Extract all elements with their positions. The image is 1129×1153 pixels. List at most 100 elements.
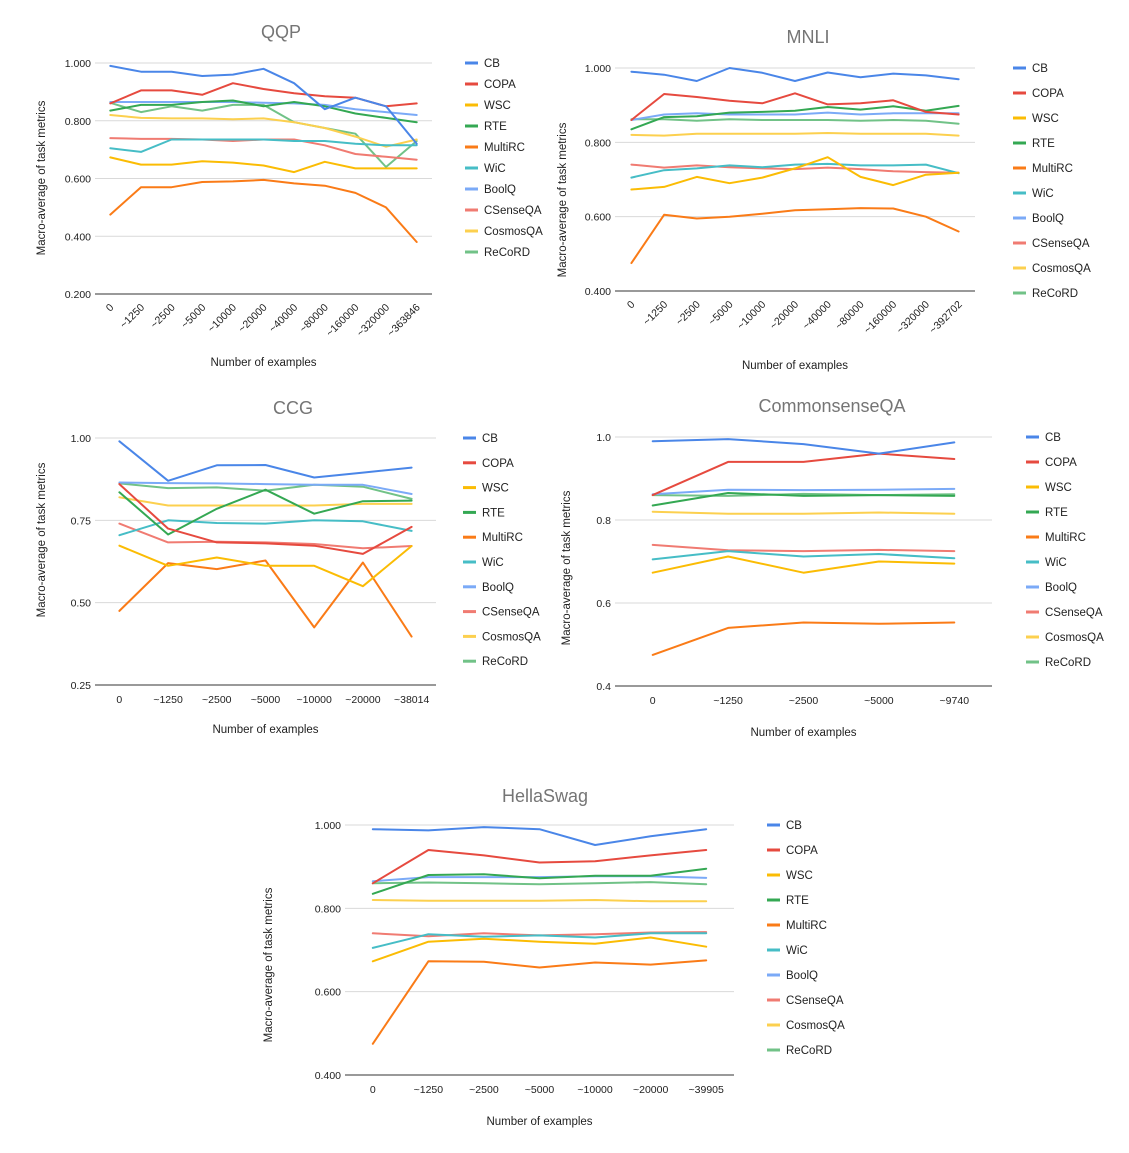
y-tick-label: 0.600 bbox=[585, 212, 611, 224]
y-tick-label: 0.400 bbox=[315, 1070, 341, 1082]
chart-mnli: MNLI 0.400 0.600 0.800 1.000 0 ~1250 ~2500 ~5000… bbox=[557, 0, 1129, 380]
y-tick-label: 0.8 bbox=[596, 515, 611, 527]
series-line-cb bbox=[630, 67, 960, 82]
legend-label-boolq: BoolQ bbox=[482, 582, 514, 594]
x-tick-label: ~1250 bbox=[641, 299, 670, 328]
x-tick-label: ~1250 bbox=[414, 1084, 444, 1096]
chart-commonsenseqa-svg: CommonsenseQA 0.4 0.6 0.8 1.0 0 ~1250 ~2500 ~500… bbox=[561, 396, 1104, 739]
x-axis-label: Number of examples bbox=[742, 360, 848, 372]
x-axis-label: Number of examples bbox=[486, 1116, 592, 1128]
series-line-multirc bbox=[651, 621, 956, 656]
y-axis-label: Macro-average of task metrics bbox=[36, 100, 48, 255]
x-tick-label: ~9740 bbox=[940, 695, 970, 707]
y-tick-label: 0.600 bbox=[315, 987, 341, 999]
legend-label-cb: CB bbox=[786, 820, 802, 832]
x-tick-label: ~2500 bbox=[674, 299, 703, 328]
series-line-multirc bbox=[109, 178, 418, 243]
series-line-cosmosqa bbox=[109, 114, 418, 148]
legend-label-csenseqa: CSenseQA bbox=[484, 205, 542, 217]
chart-title: QQP bbox=[261, 22, 301, 42]
x-tick-label: ~1250 bbox=[153, 694, 183, 706]
legend-label-rte: RTE bbox=[1032, 138, 1055, 150]
chart-ccg: CCG 0.25 0.50 0.75 1.00 0 ~1250 ~2500 ~5000 ~1000… bbox=[0, 390, 560, 750]
y-tick-label: 0.6 bbox=[596, 598, 611, 610]
series-line-cosmosqa bbox=[651, 510, 956, 515]
x-tick-label: ~2500 bbox=[789, 695, 819, 707]
series-line-boolq bbox=[630, 111, 960, 121]
y-tick-label: 1.00 bbox=[71, 433, 92, 445]
legend-label-copa: COPA bbox=[1032, 88, 1064, 100]
chart-commonsenseqa: CommonsenseQA 0.4 0.6 0.8 1.0 0 ~1250 ~2500 ~500… bbox=[560, 390, 1129, 750]
legend-label-wsc: WSC bbox=[786, 870, 813, 882]
x-tick-label: ~2500 bbox=[148, 302, 177, 331]
x-tick-label: 0 bbox=[370, 1084, 376, 1096]
y-tick-label: 1.000 bbox=[315, 820, 341, 832]
legend-label-multirc: MultiRC bbox=[484, 142, 525, 154]
legend-label-cosmosqa: CosmosQA bbox=[1045, 632, 1104, 644]
series-line-cosmosqa bbox=[630, 132, 960, 137]
legend-label-cosmosqa: CosmosQA bbox=[484, 226, 543, 238]
y-tick-label: 0.400 bbox=[65, 231, 91, 243]
series-line-rte bbox=[371, 867, 708, 895]
series-line-wsc bbox=[118, 544, 413, 588]
chart-hellaswag: HellaSwag 0.400 0.600 0.800 1.000 0 ~1250 ~2500… bbox=[260, 775, 870, 1145]
chart-title: HellaSwag bbox=[502, 786, 588, 806]
x-tick-label: ~160000 bbox=[862, 299, 900, 337]
x-tick-label: 0 bbox=[104, 302, 117, 315]
x-tick-label: ~10000 bbox=[577, 1084, 612, 1096]
legend-label-multirc: MultiRC bbox=[786, 920, 827, 932]
legend-label-wsc: WSC bbox=[1045, 482, 1072, 494]
y-tick-label: 0.800 bbox=[585, 137, 611, 149]
legend-label-rte: RTE bbox=[482, 507, 505, 519]
series-line-cb bbox=[371, 826, 708, 846]
y-tick-label: 0.800 bbox=[315, 903, 341, 915]
x-tick-label: ~2500 bbox=[202, 694, 232, 706]
legend-label-boolq: BoolQ bbox=[1045, 582, 1077, 594]
legend-label-wic: WiC bbox=[1045, 557, 1067, 569]
x-tick-label: ~5000 bbox=[179, 302, 208, 331]
legend-label-csenseqa: CSenseQA bbox=[1045, 607, 1103, 619]
series-line-wsc bbox=[371, 936, 708, 963]
series-line-cosmosqa bbox=[118, 496, 413, 507]
chart-hellaswag-svg: HellaSwag 0.400 0.600 0.800 1.000 0 ~1250 ~2500… bbox=[263, 786, 845, 1128]
series-line-copa bbox=[371, 849, 708, 885]
series-line-cb bbox=[118, 440, 413, 482]
legend-label-cosmosqa: CosmosQA bbox=[1032, 263, 1091, 275]
y-axis-label: Macro-average of task metrics bbox=[561, 490, 573, 645]
series-line-boolq bbox=[109, 101, 418, 116]
chart-ccg-svg: CCG 0.25 0.50 0.75 1.00 0 ~1250 ~2500 ~5000 ~1000… bbox=[36, 398, 541, 736]
series-line-wsc bbox=[651, 555, 956, 574]
series-line-multirc bbox=[371, 959, 708, 1045]
x-tick-label: ~1250 bbox=[118, 302, 147, 331]
series-line-rte bbox=[118, 488, 413, 536]
legend-label-cosmosqa: CosmosQA bbox=[786, 1020, 845, 1032]
series-line-multirc bbox=[118, 559, 413, 638]
legend-label-cb: CB bbox=[1032, 63, 1048, 75]
legend-label-copa: COPA bbox=[482, 458, 514, 470]
chart-qqp: QQP 0.200 0.400 0.600 0.800 1.000 0 ~1250 ~2500 ~… bbox=[0, 0, 560, 380]
x-tick-label: ~20000 bbox=[345, 694, 380, 706]
x-tick-label: 0 bbox=[625, 299, 638, 312]
legend-label-record: ReCoRD bbox=[482, 656, 528, 668]
x-tick-label: ~20000 bbox=[236, 302, 270, 336]
chart-mnli-svg: MNLI 0.400 0.600 0.800 1.000 0 ~1250 ~2500 ~5000… bbox=[557, 27, 1091, 372]
legend-label-cb: CB bbox=[482, 433, 498, 445]
x-tick-label: ~5000 bbox=[525, 1084, 555, 1096]
series-line-csenseqa bbox=[651, 543, 956, 553]
legend-label-wsc: WSC bbox=[482, 483, 509, 495]
legend-label-record: ReCoRD bbox=[1032, 288, 1078, 300]
series-line-wic bbox=[630, 162, 960, 179]
y-tick-label: 0.200 bbox=[65, 289, 91, 301]
y-tick-label: 0.600 bbox=[65, 174, 91, 186]
y-axis-label: Macro-average of task metrics bbox=[557, 122, 569, 277]
series-line-copa bbox=[630, 92, 960, 121]
legend-label-cb: CB bbox=[484, 58, 500, 70]
legend-label-record: ReCoRD bbox=[786, 1045, 832, 1057]
legend-label-multirc: MultiRC bbox=[1045, 532, 1086, 544]
series-line-wic bbox=[651, 550, 956, 561]
x-tick-label: ~363846 bbox=[385, 302, 423, 340]
x-tick-label: 0 bbox=[116, 694, 122, 706]
legend-label-copa: COPA bbox=[484, 79, 516, 91]
legend-label-copa: COPA bbox=[1045, 457, 1077, 469]
